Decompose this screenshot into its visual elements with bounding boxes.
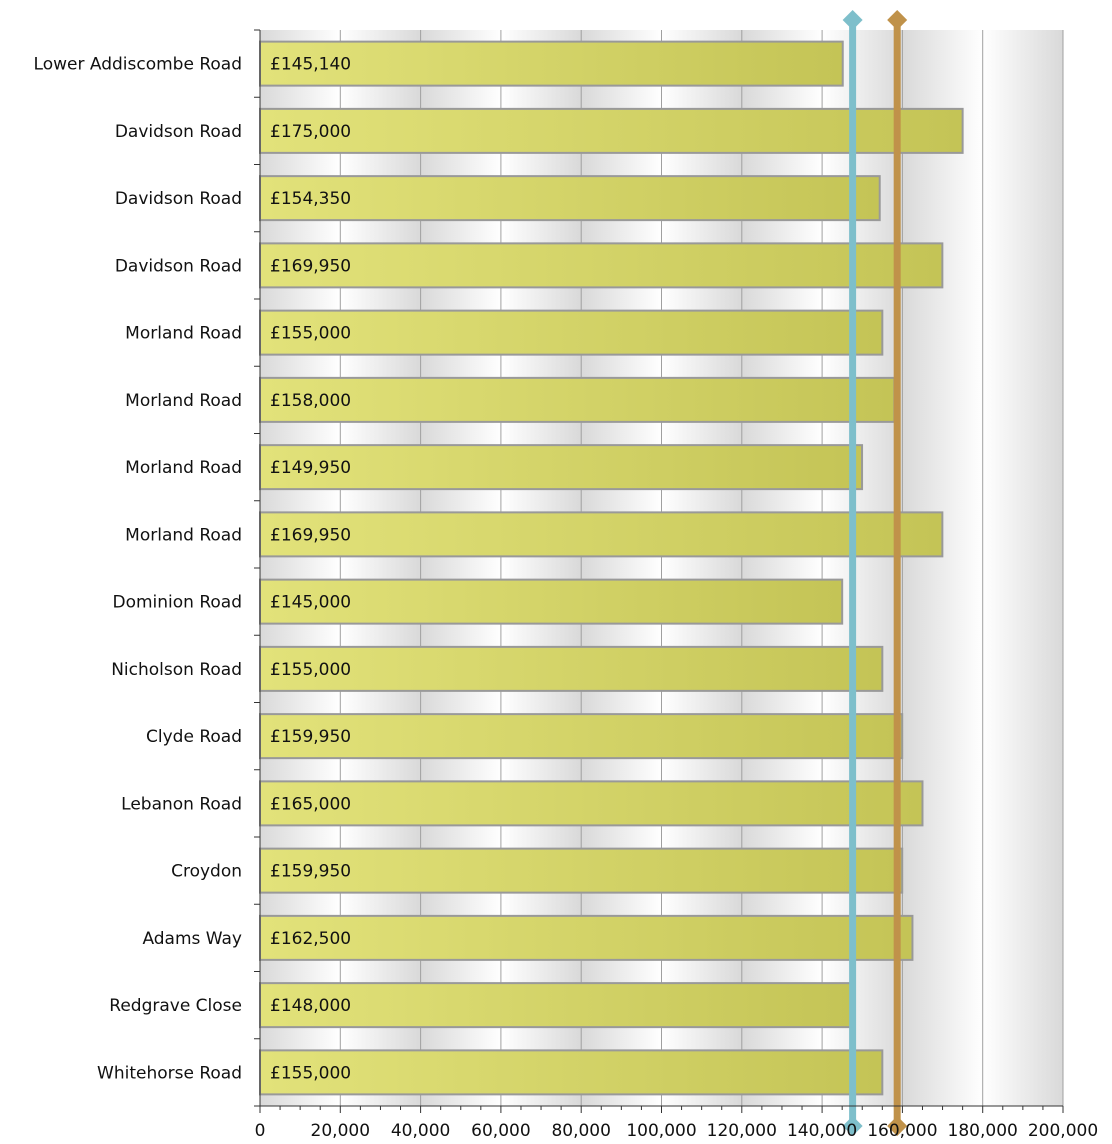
- bar-value-label: £154,350: [270, 189, 351, 209]
- category-label: Lower Addiscombe Road: [34, 55, 242, 75]
- bar: [259, 511, 944, 558]
- bar-value-label: £169,950: [270, 256, 351, 276]
- bars: [259, 40, 964, 1096]
- bar-value-label: £158,000: [270, 391, 351, 411]
- x-tick-label: 80,000: [551, 1121, 610, 1141]
- x-tick-label: 40,000: [391, 1121, 450, 1141]
- category-label: Whitehorse Road: [97, 1063, 242, 1083]
- x-tick-label: 20,000: [311, 1121, 370, 1141]
- bar-value-label: £169,950: [270, 525, 351, 545]
- reference-line-marker: [887, 1116, 908, 1136]
- bar-value-label: £155,000: [270, 324, 351, 344]
- bar: [259, 713, 904, 760]
- bar: [259, 847, 904, 894]
- category-label: Davidson Road: [115, 189, 242, 209]
- bar: [259, 578, 844, 625]
- category-label: Morland Road: [125, 525, 242, 545]
- category-label: Croydon: [171, 862, 242, 882]
- bar-value-label: £162,500: [270, 929, 351, 949]
- bar-value-label: £159,950: [270, 727, 351, 747]
- plot-band: [902, 30, 983, 1106]
- x-tick-labels: 0 20,000 40,000 60,000 80,000 100,000 120,000 1…: [255, 1121, 1099, 1141]
- bar: [259, 1049, 884, 1096]
- reference-line-marker: [842, 1116, 863, 1136]
- category-label: Davidson Road: [115, 256, 242, 276]
- bar: [259, 242, 944, 289]
- bar: [259, 982, 856, 1029]
- bar: [259, 645, 884, 692]
- bar-data-labels: £145,140 £175,000 £154,350 £169,950 £155,000…: [270, 55, 351, 1084]
- x-tick-label: 100,000: [626, 1121, 696, 1141]
- x-tick-label: 60,000: [471, 1121, 530, 1141]
- bar-value-label: £148,000: [270, 996, 351, 1016]
- bar-value-label: £175,000: [270, 122, 351, 142]
- category-label: Davidson Road: [115, 122, 242, 142]
- reference-line-marker: [887, 10, 908, 30]
- category-label: Redgrave Close: [109, 996, 242, 1016]
- reference-lines: [842, 10, 908, 1136]
- bar-value-label: £145,140: [270, 55, 351, 75]
- bar: [259, 376, 896, 423]
- x-tick-label: 160,000: [867, 1121, 937, 1141]
- x-tick-label: 180,000: [948, 1121, 1018, 1141]
- bar-value-label: £165,000: [270, 794, 351, 814]
- x-tick-label: 140,000: [787, 1121, 857, 1141]
- category-label: Nicholson Road: [111, 660, 242, 680]
- category-label: Morland Road: [125, 391, 242, 411]
- category-labels: Lower Addiscombe Road Davidson Road Davids…: [34, 55, 242, 1084]
- reference-line-marker: [842, 10, 863, 30]
- category-label: Lebanon Road: [121, 794, 242, 814]
- x-tick-label: 120,000: [707, 1121, 777, 1141]
- category-label: Morland Road: [125, 458, 242, 478]
- x-tick-label: 200,000: [1028, 1121, 1098, 1141]
- bar-value-label: £149,950: [270, 458, 351, 478]
- axes: [254, 29, 1064, 1113]
- plot-band: [982, 30, 1063, 1106]
- bar-value-label: £145,000: [270, 593, 351, 613]
- category-label: Adams Way: [142, 929, 242, 949]
- bar: [259, 107, 964, 154]
- category-label: Morland Road: [125, 324, 242, 344]
- bar: [259, 175, 881, 222]
- bar: [259, 914, 914, 961]
- bar-value-label: £155,000: [270, 1063, 351, 1083]
- bar: [259, 780, 924, 827]
- bar-value-label: £155,000: [270, 660, 351, 680]
- bar: [259, 309, 884, 356]
- x-tick-label: 0: [255, 1121, 266, 1141]
- bar: [259, 444, 864, 491]
- bar-value-label: £159,950: [270, 862, 351, 882]
- bar: [259, 40, 844, 87]
- category-label: Clyde Road: [146, 727, 242, 747]
- category-label: Dominion Road: [112, 593, 242, 613]
